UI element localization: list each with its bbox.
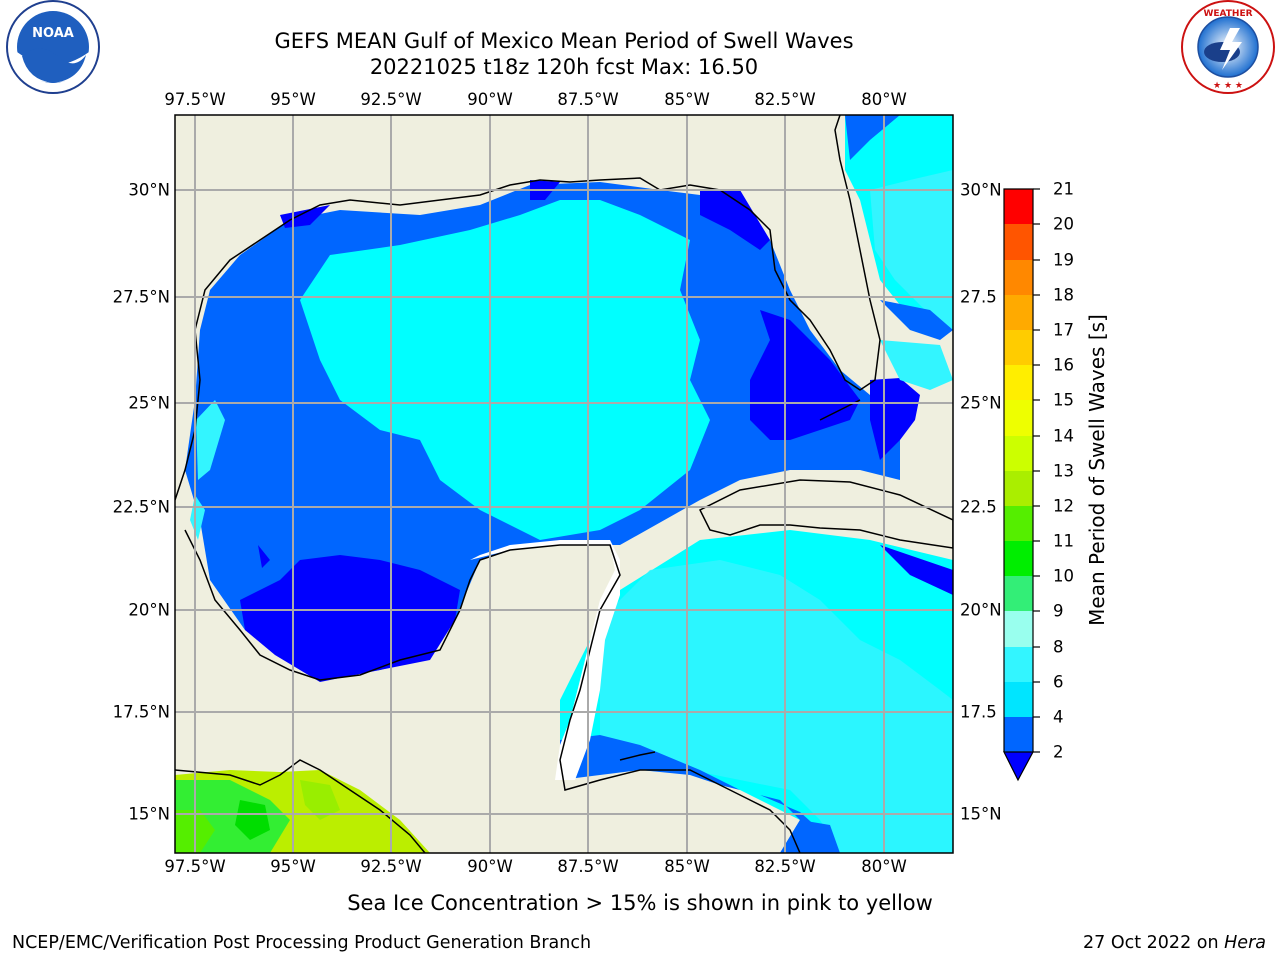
lon-label-top: 80°W [861,90,907,109]
colorbar-tick: 8 [1053,637,1064,657]
lat-label-right: 22.5 [960,497,997,517]
lat-label-right: 30°N [960,180,1002,200]
lon-label-top: 92.5°W [360,90,422,109]
colorbar-tick: 19 [1053,250,1074,270]
colorbar-label: Mean Period of Swell Waves [s] [1085,314,1109,626]
lat-label-left: 22.5°N [112,497,170,517]
lon-label-top: 82.5°W [754,90,816,109]
lon-label-bottom: 92.5°W [360,857,422,876]
lon-label-top: 97.5°W [164,90,226,109]
gridlines [175,115,953,853]
lat-label-right: 27.5 [960,287,997,307]
lat-label-left: 25°N [128,393,170,413]
lat-label-left: 30°N [128,180,170,200]
lat-label-left: 20°N [128,600,170,620]
noaa-logo: NOAA [6,0,100,94]
footer-date: 27 Oct 2022 on Hera [1083,933,1266,953]
nws-logo: WEATHER ★ ★ ★ [1181,0,1275,94]
footer-credit: NCEP/EMC/Verification Post Processing Pr… [12,933,592,953]
lon-label-top: 87.5°W [557,90,619,109]
footer-host: Hera [1224,933,1266,953]
lat-label-right: 15°N [960,804,1002,824]
footer-date-text: 27 Oct 2022 on [1083,933,1225,953]
colorbar-tick: 21 [1053,179,1074,199]
colorbar-tick: 14 [1053,426,1074,446]
colorbar-tick: 11 [1053,531,1074,551]
colorbar-tick: 18 [1053,285,1074,305]
map-frame [174,114,954,854]
colorbar-tick: 13 [1053,461,1074,481]
map-title: GEFS MEAN Gulf of Mexico Mean Period of … [274,29,854,53]
svg-text:NOAA: NOAA [32,26,74,41]
svg-text:★ ★ ★: ★ ★ ★ [1213,81,1243,91]
lon-label-bottom: 95°W [270,857,316,876]
map-subtitle: 20221025 t18z 120h fcst Max: 16.50 [369,55,759,79]
colorbar-tick: 9 [1053,601,1064,621]
lon-label-bottom: 80°W [861,857,907,876]
lat-label-left: 17.5°N [112,702,170,722]
lon-label-top: 90°W [467,90,513,109]
sea-ice-note: Sea Ice Concentration > 15% is shown in … [347,891,933,915]
gulf-center [300,200,710,540]
lat-label-left: 15°N [128,804,170,824]
lon-label-bottom: 90°W [467,857,513,876]
colorbar-tick: 12 [1053,496,1074,516]
colorbar-tick: 16 [1053,355,1074,375]
lon-label-bottom: 87.5°W [557,857,619,876]
colorbar [1003,188,1040,782]
colorbar-tick: 20 [1053,214,1074,234]
svg-text:WEATHER: WEATHER [1203,9,1252,19]
cuba [698,479,953,549]
colorbar-tick: 2 [1053,742,1064,762]
lon-label-bottom: 97.5°W [164,857,226,876]
colorbar-tick: 6 [1053,672,1064,692]
lat-label-left: 27.5°N [112,287,170,307]
map-area [175,115,953,853]
colorbar-tick: 17 [1053,320,1074,340]
lon-label-bottom: 85°W [664,857,710,876]
colorbar-tick: 15 [1053,390,1074,410]
lat-label-right: 25°N [960,393,1002,413]
colorbar-tick: 10 [1053,566,1074,586]
lon-label-top: 85°W [664,90,710,109]
lat-label-right: 17.5 [960,702,997,722]
lat-label-right: 20°N [960,600,1002,620]
lon-label-top: 95°W [270,90,316,109]
lon-label-bottom: 82.5°W [754,857,816,876]
colorbar-tick: 4 [1053,707,1064,727]
